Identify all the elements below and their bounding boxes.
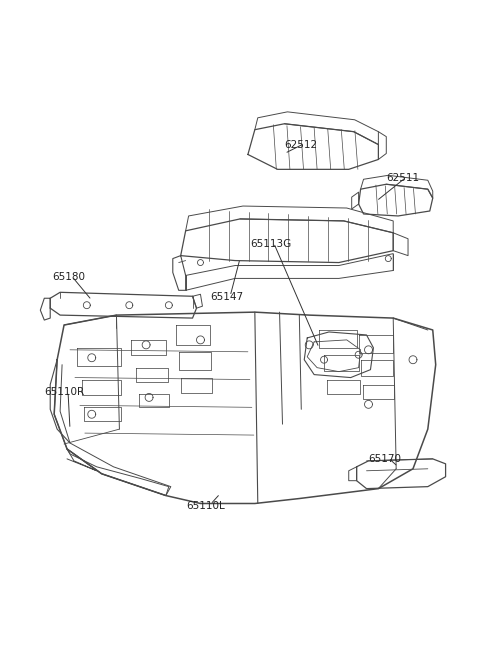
Text: 65147: 65147 <box>210 292 243 303</box>
Text: 62511: 62511 <box>386 174 420 183</box>
Text: 65110L: 65110L <box>187 500 226 510</box>
Text: 65180: 65180 <box>52 272 85 282</box>
Text: 65170: 65170 <box>369 454 401 464</box>
Text: 65113G: 65113G <box>250 239 291 249</box>
Text: 62512: 62512 <box>285 140 318 149</box>
Text: 65110R: 65110R <box>44 388 84 398</box>
